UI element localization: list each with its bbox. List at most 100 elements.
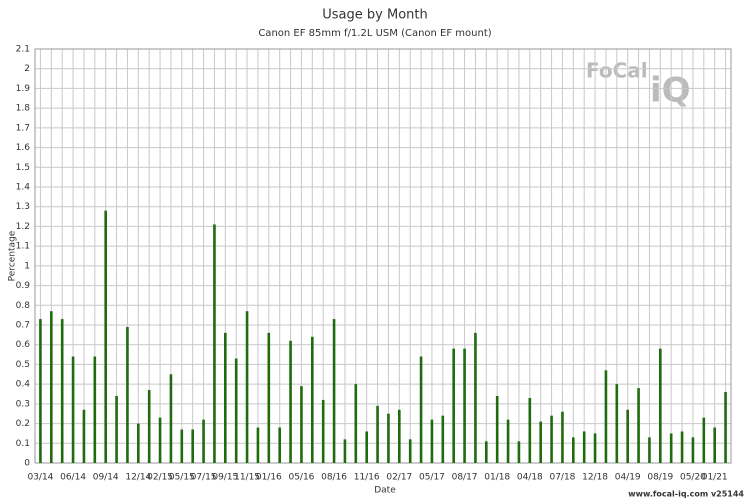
bar xyxy=(147,390,151,463)
x-tick-label: 01/21 xyxy=(702,473,728,483)
bar xyxy=(495,395,499,463)
x-tick-label: 05/16 xyxy=(288,473,314,483)
bar xyxy=(365,431,368,463)
bar xyxy=(561,411,564,463)
bar xyxy=(234,358,238,463)
bar xyxy=(332,319,336,463)
bar xyxy=(604,370,608,463)
y-tick-label: 0.8 xyxy=(16,301,31,311)
bar xyxy=(93,356,97,463)
bar xyxy=(691,437,695,463)
bar xyxy=(180,429,184,463)
bar xyxy=(408,439,412,463)
bar xyxy=(539,421,542,463)
bar xyxy=(311,336,314,463)
y-tick-label: 2 xyxy=(24,64,30,74)
bar xyxy=(354,384,358,463)
bar xyxy=(713,427,716,463)
x-tick-label: 11/16 xyxy=(354,473,380,483)
x-axis-label: Date xyxy=(374,486,396,496)
x-tick-label: 05/15 xyxy=(169,473,195,483)
y-axis-label: Percentage xyxy=(8,230,18,281)
bar xyxy=(659,348,662,463)
bar xyxy=(430,419,434,463)
bar xyxy=(300,386,303,463)
y-tick-label: 1.2 xyxy=(16,222,30,232)
y-tick-label: 1.3 xyxy=(16,202,30,212)
y-tick-label: 1 xyxy=(24,261,30,271)
bar xyxy=(452,348,455,463)
bar xyxy=(637,388,640,463)
x-tick-label: 06/14 xyxy=(60,473,86,483)
x-tick-label: 04/18 xyxy=(517,473,543,483)
x-tick-label: 12/14 xyxy=(125,473,151,483)
y-tick-label: 0.2 xyxy=(16,419,30,429)
x-tick-label: 07/15 xyxy=(191,473,217,483)
bar xyxy=(387,413,390,463)
y-tick-label: 1.5 xyxy=(16,163,30,173)
y-tick-label: 0 xyxy=(24,459,30,469)
bar xyxy=(213,224,216,463)
bar xyxy=(669,433,673,463)
y-tick-label: 1.1 xyxy=(16,242,30,252)
bar xyxy=(441,415,445,463)
y-tick-label: 2.1 xyxy=(16,45,30,55)
bar xyxy=(550,415,553,463)
y-tick-label: 0.6 xyxy=(16,340,31,350)
bar xyxy=(615,384,619,463)
bar xyxy=(191,429,194,463)
bar xyxy=(137,423,140,463)
x-tick-label: 09/15 xyxy=(212,473,238,483)
bar xyxy=(724,392,727,463)
bar xyxy=(39,319,42,463)
bar xyxy=(126,326,129,463)
bar xyxy=(680,431,684,463)
bar xyxy=(343,439,347,463)
bar xyxy=(398,409,401,463)
plot-border xyxy=(34,48,732,464)
x-tick-label: 01/16 xyxy=(256,473,282,483)
x-tick-label: 08/16 xyxy=(321,473,347,483)
bar xyxy=(256,427,260,463)
bar xyxy=(376,405,379,463)
bar xyxy=(104,210,107,463)
x-tick-label: 09/14 xyxy=(93,473,119,483)
bar xyxy=(506,419,510,463)
chart-subtitle: Canon EF 85mm f/1.2L USM (Canon EF mount… xyxy=(258,28,491,39)
bar xyxy=(158,417,162,463)
logo-text: iQ xyxy=(650,71,691,111)
bar xyxy=(321,399,325,463)
y-tick-label: 0.7 xyxy=(16,321,30,331)
x-tick-label: 11/15 xyxy=(234,473,260,483)
bar xyxy=(50,311,53,463)
bar xyxy=(115,395,118,463)
footer: www.focal-iq.com v25144 xyxy=(628,490,744,499)
bar xyxy=(60,319,64,463)
y-tick-label: 1.9 xyxy=(16,84,31,94)
y-tick-label: 0.1 xyxy=(16,439,30,449)
bar xyxy=(517,441,521,463)
y-tick-label: 1.7 xyxy=(16,123,30,133)
bar xyxy=(71,356,75,463)
bar xyxy=(224,332,227,463)
bar xyxy=(419,356,423,463)
bar xyxy=(202,419,205,463)
bar xyxy=(593,433,597,463)
bar xyxy=(702,417,706,463)
bar xyxy=(245,311,249,463)
bar xyxy=(278,427,281,463)
x-tick-label: 08/17 xyxy=(452,473,478,483)
bar xyxy=(169,374,173,463)
x-tick-label: 03/14 xyxy=(27,473,53,483)
y-tick-label: 0.9 xyxy=(16,281,31,291)
x-tick-label: 01/18 xyxy=(484,473,510,483)
y-tick-label: 0.4 xyxy=(16,380,31,390)
y-tick-label: 0.3 xyxy=(16,399,30,409)
y-tick-label: 0.5 xyxy=(16,360,30,370)
x-tick-label: 05/20 xyxy=(680,473,706,483)
chart-title: Usage by Month xyxy=(322,8,427,23)
bar xyxy=(648,437,651,463)
bar xyxy=(474,332,477,463)
x-tick-label: 12/18 xyxy=(582,473,608,483)
